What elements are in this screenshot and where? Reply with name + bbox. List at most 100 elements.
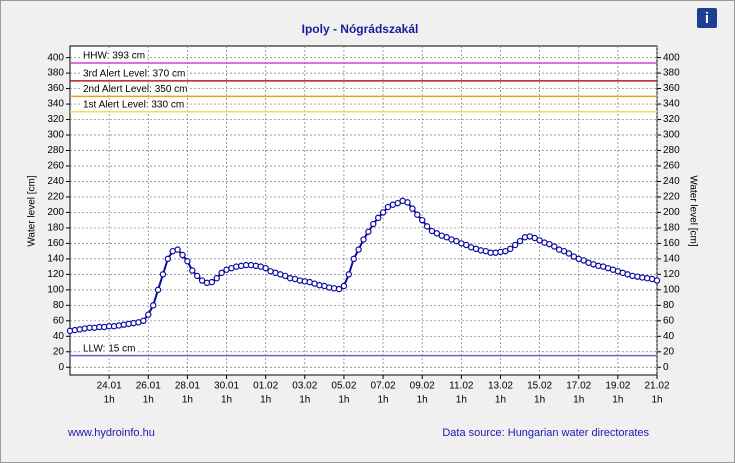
reference-label-bg: [81, 68, 188, 80]
x-tick-sublabel: 1h: [612, 395, 623, 406]
data-point: [580, 257, 587, 264]
y-tick-label: 160: [47, 238, 64, 249]
data-point: [335, 285, 343, 293]
y-tick-label: 180: [47, 223, 64, 234]
y2-tick-label: 280: [663, 145, 680, 156]
y2-tick-label: 0: [663, 362, 669, 373]
x-tick-label: 19.02: [605, 381, 630, 392]
y-axis-label: Water level [cm]: [27, 175, 38, 247]
data-point: [546, 240, 553, 248]
data-point: [355, 246, 362, 253]
data-point: [443, 234, 450, 241]
data-point: [262, 264, 269, 272]
y-tick-label: 120: [47, 269, 64, 280]
data-point: [463, 241, 470, 249]
data-point: [340, 282, 348, 290]
data-point: [365, 228, 372, 235]
data-point: [453, 237, 460, 245]
x-tick-label: 03.02: [292, 381, 317, 392]
x-tick-sublabel: 1h: [338, 395, 349, 406]
y-tick-label: 20: [53, 346, 65, 357]
data-point: [282, 272, 289, 280]
reference-label: LLW: 15 cm: [83, 343, 135, 354]
y-tick-label: 300: [47, 130, 64, 141]
data-point: [360, 236, 367, 243]
chart-title: Ipoly - Nógrádszakál: [302, 22, 419, 36]
y-tick-label: 60: [53, 315, 65, 326]
y-tick-label: 100: [47, 284, 64, 295]
reference-label-bg: [81, 83, 190, 95]
data-point: [404, 199, 411, 206]
y2-tick-label: 180: [663, 223, 680, 234]
y-tick-label: 400: [47, 52, 64, 63]
x-tick-sublabel: 1h: [182, 395, 193, 406]
y2-tick-label: 360: [663, 83, 680, 94]
y-tick-label: 80: [53, 300, 65, 311]
x-tick-label: 01.02: [253, 381, 278, 392]
data-point: [536, 237, 543, 244]
x-tick-label: 30.01: [214, 381, 239, 392]
y-tick-label: 320: [47, 114, 64, 125]
data-point: [198, 277, 206, 284]
data-point: [560, 247, 568, 255]
footer-link[interactable]: www.hydroinfo.hu: [67, 427, 155, 439]
data-point: [174, 246, 181, 253]
x-tick-sublabel: 1h: [143, 395, 154, 406]
x-tick-label: 05.02: [331, 381, 356, 392]
x-tick-label: 21.02: [644, 381, 669, 392]
x-tick-sublabel: 1h: [495, 395, 506, 406]
y-tick-label: 140: [47, 254, 64, 265]
data-point: [394, 199, 401, 207]
data-point: [428, 227, 436, 235]
y-tick-label: 380: [47, 68, 64, 79]
x-tick-label: 17.02: [566, 381, 591, 392]
x-tick-sublabel: 1h: [378, 395, 389, 406]
data-point: [189, 267, 196, 274]
data-point: [384, 203, 392, 211]
reference-label: 3rd Alert Level: 370 cm: [83, 68, 185, 79]
data-point: [653, 277, 661, 284]
data-point: [565, 250, 573, 257]
y2-tick-label: 20: [663, 346, 675, 357]
x-tick-sublabel: 1h: [104, 395, 115, 406]
data-point: [159, 271, 167, 278]
y-tick-label: 360: [47, 83, 64, 94]
data-point: [370, 220, 377, 228]
y2-tick-label: 220: [663, 192, 680, 203]
data-point: [164, 255, 172, 263]
y2-tick-label: 60: [663, 315, 675, 326]
x-tick-sublabel: 1h: [417, 395, 428, 406]
data-point: [570, 253, 578, 260]
y2-tick-label: 40: [663, 331, 675, 342]
data-point: [184, 258, 191, 265]
x-tick-label: 13.02: [488, 381, 513, 392]
data-point: [379, 209, 387, 216]
y-tick-label: 200: [47, 207, 64, 218]
y-tick-label: 0: [58, 362, 64, 373]
reference-label-bg: [81, 50, 148, 62]
data-point: [507, 245, 514, 253]
y2-tick-label: 340: [663, 99, 680, 110]
x-tick-label: 07.02: [371, 381, 396, 392]
reference-label: HHW: 393 cm: [83, 51, 145, 62]
y-tick-label: 260: [47, 161, 64, 172]
data-point: [208, 278, 216, 286]
x-tick-label: 26.01: [136, 381, 161, 392]
info-icon[interactable]: [697, 8, 717, 28]
x-tick-label: 11.02: [449, 381, 474, 392]
data-point: [179, 251, 186, 259]
y-tick-label: 240: [47, 176, 64, 187]
x-tick-sublabel: 1h: [260, 395, 271, 406]
x-tick-sublabel: 1h: [221, 395, 232, 406]
x-tick-sublabel: 1h: [456, 395, 467, 406]
y2-tick-label: 320: [663, 114, 680, 125]
y2-tick-label: 400: [663, 52, 680, 63]
y2-tick-label: 380: [663, 68, 680, 79]
data-point: [502, 247, 509, 255]
y-tick-label: 40: [53, 331, 65, 342]
y2-tick-label: 140: [663, 254, 680, 265]
reference-label: 2nd Alert Level: 350 cm: [83, 84, 188, 95]
y2-tick-label: 80: [663, 300, 675, 311]
data-point: [350, 255, 357, 263]
